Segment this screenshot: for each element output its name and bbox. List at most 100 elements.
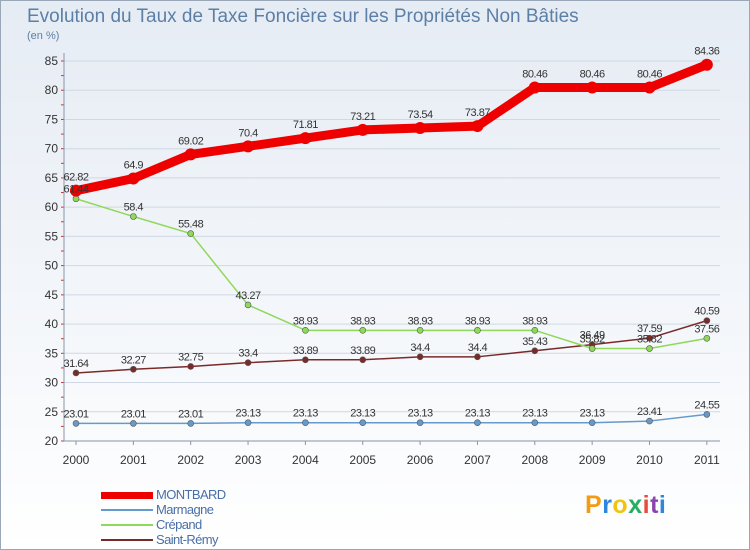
- x-tick-label: 2000: [63, 453, 90, 467]
- data-point-saint-remy: [302, 356, 309, 364]
- data-point-marmagne: [646, 417, 653, 425]
- data-point-montbard: [528, 81, 541, 94]
- data-label-crepand: 55.48: [178, 219, 203, 231]
- data-label-saint-remy: 33.89: [350, 345, 375, 357]
- x-tick-label: 2007: [464, 453, 491, 467]
- legend-item-saint-remy: Saint-Rémy: [101, 532, 321, 547]
- data-label-saint-remy: 34.4: [468, 342, 488, 354]
- data-label-crepand: 38.93: [408, 315, 433, 327]
- data-point-marmagne: [474, 419, 481, 427]
- legend-swatch-montbard: [101, 491, 153, 499]
- data-point-crepand: [531, 327, 539, 334]
- logo-letter: P: [585, 491, 603, 519]
- data-point-montbard: [356, 123, 369, 136]
- data-label-montbard: 73.54: [408, 109, 433, 121]
- data-label-marmagne: 23.13: [522, 408, 547, 420]
- data-point-marmagne: [244, 419, 252, 427]
- data-label-crepand: 43.27: [236, 290, 261, 302]
- x-tick-label: 2005: [349, 453, 376, 467]
- data-label-saint-remy: 35.43: [522, 336, 547, 348]
- legend-label-crepand: Crépand: [156, 517, 202, 532]
- data-point-crepand: [646, 345, 653, 352]
- data-point-saint-remy: [474, 353, 481, 361]
- x-tick-label: 2010: [636, 453, 663, 467]
- series-line-crepand: [75, 197, 708, 350]
- data-point-montbard: [414, 121, 427, 134]
- data-point-montbard: [471, 120, 484, 133]
- x-tick-label: 2008: [521, 453, 548, 467]
- data-point-marmagne: [703, 411, 711, 418]
- data-label-saint-remy: 31.64: [63, 358, 88, 370]
- data-point-crepand: [359, 327, 367, 334]
- data-point-saint-remy: [416, 353, 424, 361]
- data-label-crepand: 37.56: [694, 323, 719, 335]
- data-point-saint-remy: [130, 365, 137, 373]
- data-label-marmagne: 23.01: [121, 408, 146, 420]
- data-label-saint-remy: 37.59: [637, 323, 662, 335]
- chart-title: Evolution du Taux de Taxe Foncière sur l…: [27, 6, 579, 27]
- data-point-crepand: [416, 327, 424, 334]
- data-label-montbard: 71.81: [293, 119, 318, 131]
- x-tick-label: 2009: [579, 453, 606, 467]
- data-label-saint-remy: 32.75: [178, 351, 203, 363]
- y-axis-unit: (en %): [27, 30, 60, 42]
- data-label-montbard: 69.02: [178, 135, 203, 147]
- logo-letter: r: [602, 491, 613, 519]
- data-label-marmagne: 23.13: [465, 408, 490, 420]
- data-label-saint-remy: 33.4: [238, 348, 258, 360]
- data-point-marmagne: [588, 419, 596, 427]
- data-point-saint-remy: [646, 334, 653, 342]
- data-label-saint-remy: 34.4: [410, 342, 430, 354]
- legend-item-crepand: Crépand: [101, 517, 321, 532]
- legend-swatch-marmagne: [101, 509, 153, 511]
- y-tick-label: 35: [45, 346, 59, 360]
- data-label-saint-remy: 33.89: [293, 345, 318, 357]
- y-tick-label: 65: [45, 171, 59, 185]
- data-point-montbard: [700, 58, 713, 71]
- x-tick-label: 2004: [292, 453, 319, 467]
- data-point-montbard: [242, 140, 255, 153]
- data-label-montbard: 80.46: [522, 69, 547, 81]
- series-line-montbard: [71, 60, 712, 196]
- y-tick-label: 30: [45, 376, 59, 390]
- data-point-saint-remy: [703, 317, 711, 324]
- data-label-marmagne: 23.01: [178, 408, 203, 420]
- data-label-crepand: 61.44: [63, 184, 88, 196]
- y-tick-label: 75: [45, 112, 59, 126]
- data-point-montbard: [586, 81, 599, 94]
- data-label-crepand: 35.82: [580, 334, 605, 346]
- data-label-marmagne: 23.13: [408, 408, 433, 420]
- data-label-crepand: 38.93: [522, 315, 547, 327]
- data-point-crepand: [130, 213, 137, 220]
- data-label-montbard: 84.36: [694, 46, 719, 58]
- y-tick-label: 50: [45, 259, 59, 273]
- data-label-marmagne: 23.13: [236, 408, 261, 420]
- y-tick-label: 70: [45, 142, 59, 156]
- data-label-saint-remy: 32.27: [121, 354, 146, 366]
- data-label-crepand: 38.93: [350, 315, 375, 327]
- legend-swatch-crepand: [101, 524, 153, 526]
- logo-letter: i: [658, 491, 667, 519]
- data-label-saint-remy: 40.59: [694, 306, 719, 318]
- data-point-saint-remy: [244, 359, 252, 366]
- data-label-marmagne: 23.13: [580, 408, 605, 420]
- x-tick-label: 2006: [407, 453, 434, 467]
- y-tick-label: 20: [45, 434, 59, 448]
- data-point-montbard: [127, 172, 140, 185]
- y-tick-label: 45: [45, 288, 59, 302]
- data-label-crepand: 58.4: [124, 202, 144, 214]
- legend-swatch-saint-remy: [101, 539, 153, 541]
- data-point-montbard: [70, 184, 82, 197]
- data-point-marmagne: [187, 420, 194, 427]
- data-point-saint-remy: [359, 356, 367, 364]
- x-tick-label: 2003: [235, 453, 262, 467]
- data-label-montbard: 70.4: [238, 127, 258, 139]
- data-label-montbard: 73.21: [350, 111, 375, 123]
- x-tick-label: 2001: [120, 453, 147, 467]
- logo-letter: x: [628, 491, 643, 519]
- y-tick-label: 60: [45, 200, 59, 214]
- legend-label-montbard: MONTBARD: [156, 487, 226, 502]
- logo-letter: i: [642, 491, 651, 519]
- x-tick-label: 2011: [694, 453, 720, 467]
